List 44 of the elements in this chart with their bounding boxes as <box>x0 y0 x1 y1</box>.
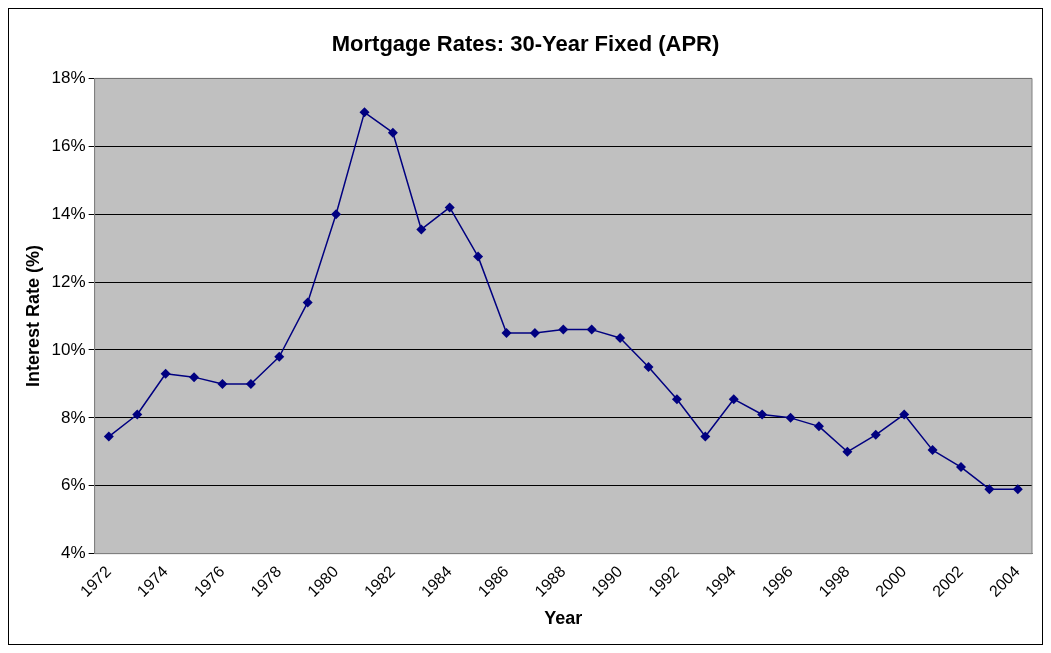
y-tick-label: 14% <box>51 203 86 223</box>
point <box>842 446 853 457</box>
point <box>955 462 966 473</box>
point <box>387 127 398 138</box>
point <box>132 409 143 420</box>
y-tick-label: 16% <box>51 135 86 155</box>
point <box>359 107 370 118</box>
y-tick-label: 10% <box>51 339 86 359</box>
y-tick-label: 8% <box>61 407 86 427</box>
point <box>160 368 171 379</box>
x-axis-title: Year <box>544 608 583 629</box>
point <box>416 224 427 235</box>
point <box>331 209 342 220</box>
point <box>899 409 910 420</box>
point <box>615 333 626 344</box>
point <box>643 361 654 372</box>
y-tick-label: 6% <box>61 475 86 495</box>
y-tick-label: 12% <box>51 271 86 291</box>
point <box>529 328 540 338</box>
point <box>1012 484 1023 495</box>
point <box>189 372 200 383</box>
point <box>757 409 768 420</box>
point <box>217 378 228 389</box>
point <box>927 445 938 456</box>
chart-title: Mortgage Rates: 30-Year Fixed (APR) <box>331 31 720 57</box>
point <box>984 484 995 495</box>
point <box>558 324 569 335</box>
point <box>103 431 114 442</box>
point <box>728 394 739 405</box>
point <box>671 394 682 405</box>
point <box>302 297 313 308</box>
point <box>245 378 256 389</box>
point <box>870 429 881 440</box>
y-tick-label: 18% <box>51 68 86 88</box>
point <box>473 251 484 262</box>
point <box>700 431 711 442</box>
point <box>586 324 597 335</box>
point <box>444 202 455 213</box>
y-axis-title: Interest Rate (%) <box>22 245 43 388</box>
point <box>785 412 796 423</box>
point <box>501 328 512 338</box>
point <box>813 421 824 432</box>
point <box>274 351 285 362</box>
y-tick-label: 4% <box>61 543 86 563</box>
